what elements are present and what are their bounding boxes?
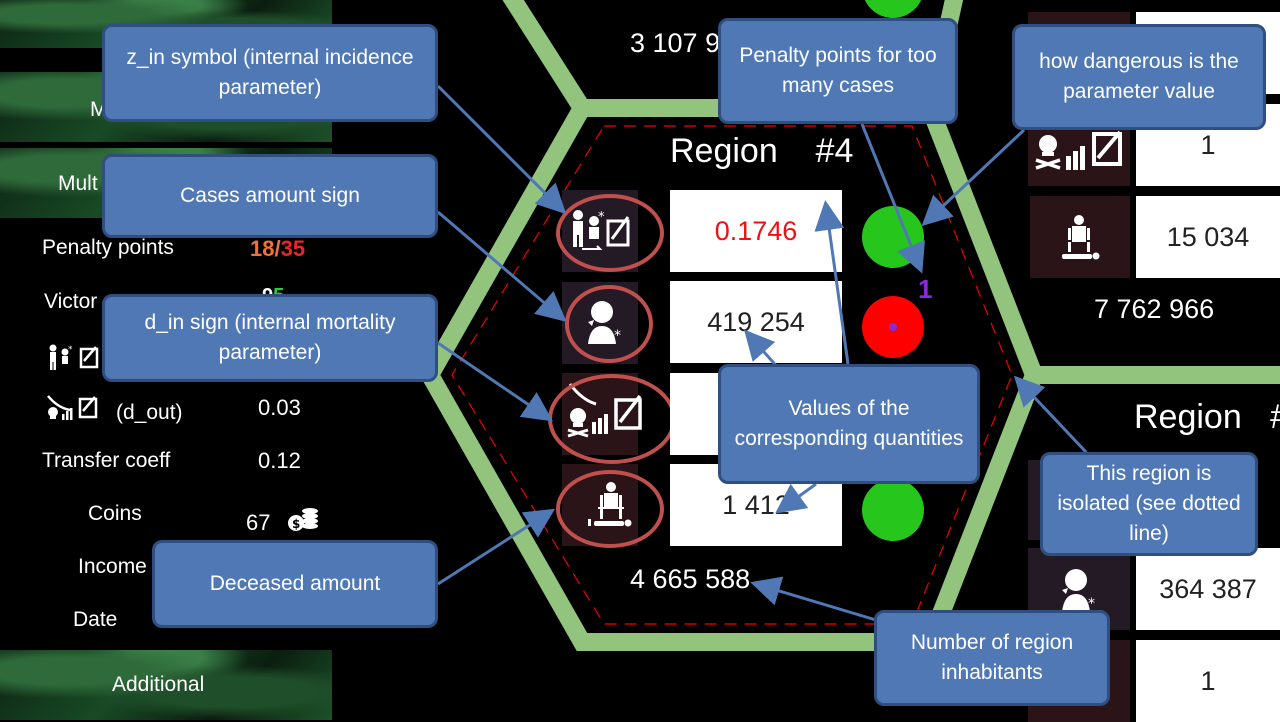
- income-label: Income: [78, 555, 147, 578]
- penalty-sep: /: [274, 236, 281, 261]
- penalty-max: 35: [280, 236, 306, 261]
- cases-value: 419 254: [670, 281, 842, 363]
- callout-values: Values of the corresponding quantities: [718, 364, 980, 484]
- z-in-value: 0.1746: [670, 190, 842, 272]
- region-top-status-dot: [862, 0, 924, 18]
- cases-highlight-ring: [565, 285, 653, 363]
- callout-inhabitants: Number of region inhabitants: [874, 610, 1110, 706]
- z-in-icon-small: *: [49, 344, 99, 370]
- jungle-banner-bottom: [0, 650, 332, 720]
- d-out-label: (d_out): [116, 401, 183, 424]
- penalty-current: 18: [250, 236, 275, 261]
- rt-d-in-icon: [1035, 130, 1122, 170]
- penalty-points-value: 18/35: [250, 236, 305, 262]
- callout-penalty: Penalty points for too many cases: [718, 18, 958, 124]
- d-in-highlight-ring: [548, 374, 676, 464]
- d-out-value: 0.03: [258, 395, 301, 420]
- callout-isolated: This region is isolated (see dotted line…: [1040, 452, 1258, 556]
- penalty-points-badge: 1: [918, 274, 933, 304]
- rb-region-title: Region #: [1134, 398, 1280, 436]
- deceased-danger-dot: [862, 479, 924, 541]
- d-out-icon-small: [47, 395, 98, 420]
- svg-text:$: $: [292, 517, 300, 531]
- rb-cases-icon: *: [1062, 569, 1095, 612]
- row-mult-label: Mult: [58, 172, 98, 195]
- rt-deceased-value: 15 034: [1136, 196, 1280, 278]
- transfer-coeff-value: 0.12: [258, 448, 301, 473]
- coins-value: 67: [246, 510, 271, 535]
- callout-d-in: d_in sign (internal mortality parameter): [102, 294, 438, 382]
- penalty-marker: [889, 323, 897, 331]
- svg-text:*: *: [68, 345, 73, 355]
- rb-cases-value: 364 387: [1136, 548, 1280, 630]
- cases-danger-dot: [862, 296, 924, 358]
- callout-cases: Cases amount sign: [102, 154, 438, 238]
- victory-points-label: Victor: [44, 290, 98, 313]
- callout-danger: how dangerous is the parameter value: [1012, 24, 1266, 130]
- callout-deceased: Deceased amount: [152, 540, 438, 628]
- rt-inhabitants: 7 762 966: [1094, 294, 1215, 324]
- rt-deceased-icon: [1062, 215, 1100, 260]
- coins-icon: $: [288, 508, 318, 531]
- region-4-title: Region #4: [670, 132, 854, 170]
- z-in-danger-dot: [862, 206, 924, 268]
- coins-label: Coins: [88, 502, 142, 525]
- penalty-points-label: Penalty points: [42, 236, 174, 259]
- hex-top-left-edge: [502, 0, 590, 113]
- svg-text:*: *: [1088, 596, 1095, 612]
- region-top-inhabitants: 3 107 9: [630, 28, 721, 58]
- deceased-highlight-ring: [556, 470, 664, 548]
- additional-label[interactable]: Additional: [112, 673, 205, 696]
- rb-d-in-value: 1: [1136, 640, 1280, 722]
- callout-z-in: z_in symbol (internal incidence paramete…: [102, 24, 438, 122]
- z-in-highlight-ring: [556, 194, 664, 272]
- region-4-inhabitants: 4 665 588: [630, 564, 751, 594]
- transfer-coeff-label: Transfer coeff: [42, 449, 171, 472]
- date-label: Date: [73, 608, 118, 631]
